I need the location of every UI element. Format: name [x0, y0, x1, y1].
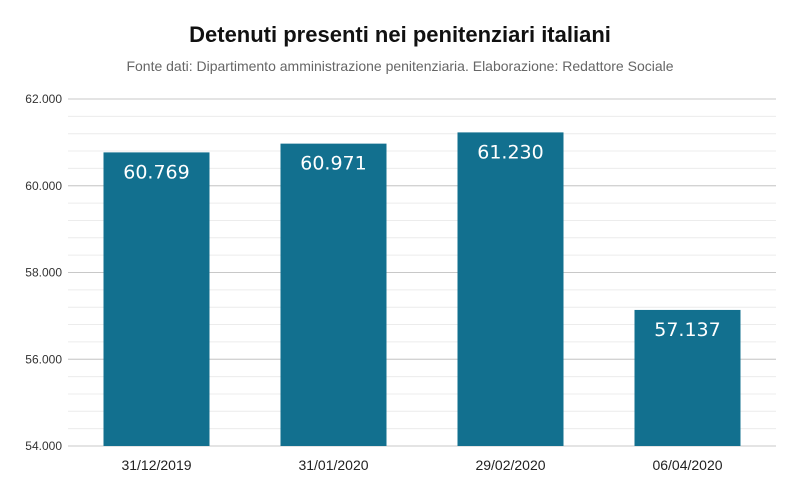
bar [280, 143, 387, 446]
chart-title: Detenuti presenti nei penitenziari itali… [189, 22, 611, 47]
bar [634, 309, 741, 446]
x-tick-label: 29/02/2020 [475, 457, 545, 473]
x-tick-label: 31/12/2019 [121, 457, 191, 473]
x-axis: 31/12/2019 31/01/2020 29/02/2020 06/04/2020 [121, 457, 722, 473]
bar [457, 132, 564, 446]
y-tick-label: 56.000 [25, 352, 62, 366]
x-tick-label: 31/01/2020 [298, 457, 368, 473]
y-tick-label: 58.000 [25, 266, 62, 280]
bar [103, 152, 210, 446]
x-tick-label: 06/04/2020 [652, 457, 722, 473]
data-label: 61.230 [477, 141, 543, 163]
y-axis: 54.000 56.000 58.000 60.000 62.000 [25, 92, 62, 453]
y-tick-label: 62.000 [25, 92, 62, 106]
y-tick-label: 54.000 [25, 439, 62, 453]
y-tick-label: 60.000 [25, 179, 62, 193]
data-label: 57.137 [654, 319, 720, 341]
chart-subtitle: Fonte dati: Dipartimento amministrazione… [126, 58, 674, 74]
bars: 60.769 60.971 61.230 57.137 [103, 132, 741, 446]
data-label: 60.769 [123, 161, 189, 183]
data-label: 60.971 [300, 153, 366, 175]
